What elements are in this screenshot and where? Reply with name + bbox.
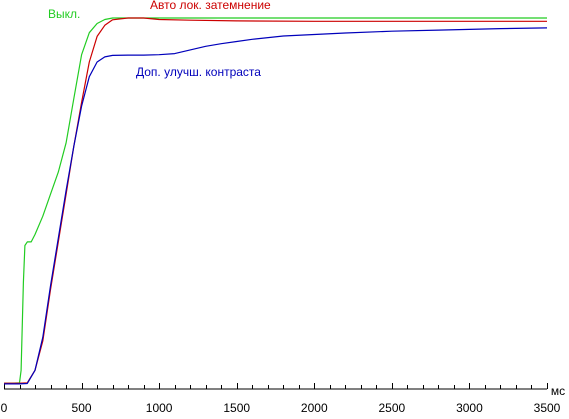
x-tick-label: 500 xyxy=(72,401,92,414)
x-tick-label: 3000 xyxy=(456,401,483,414)
series-label-1: Выкл. xyxy=(48,7,80,21)
series-line-2 xyxy=(4,17,547,384)
series-label-3: Доп. улучш. контраста xyxy=(136,65,261,79)
series-labels: Выкл. Авто лок. затемнение Доп. улучш. кон… xyxy=(48,0,271,79)
series-layer xyxy=(4,17,548,385)
axes: 0 500 1000 1500 2000 2500 3000 3500 мс xyxy=(1,383,565,415)
x-tick-label: 0 xyxy=(1,401,8,414)
series-line-3 xyxy=(4,27,548,385)
x-tick-label: 3500 xyxy=(534,401,561,414)
x-unit-label: мс xyxy=(551,384,565,398)
x-tick-label: 1000 xyxy=(146,401,173,414)
x-tick-label: 2500 xyxy=(379,401,406,414)
x-tick-label: 2000 xyxy=(301,401,328,414)
series-label-2: Авто лок. затемнение xyxy=(150,0,271,12)
x-tick-label: 1500 xyxy=(223,401,250,414)
series-line-1 xyxy=(4,17,547,384)
